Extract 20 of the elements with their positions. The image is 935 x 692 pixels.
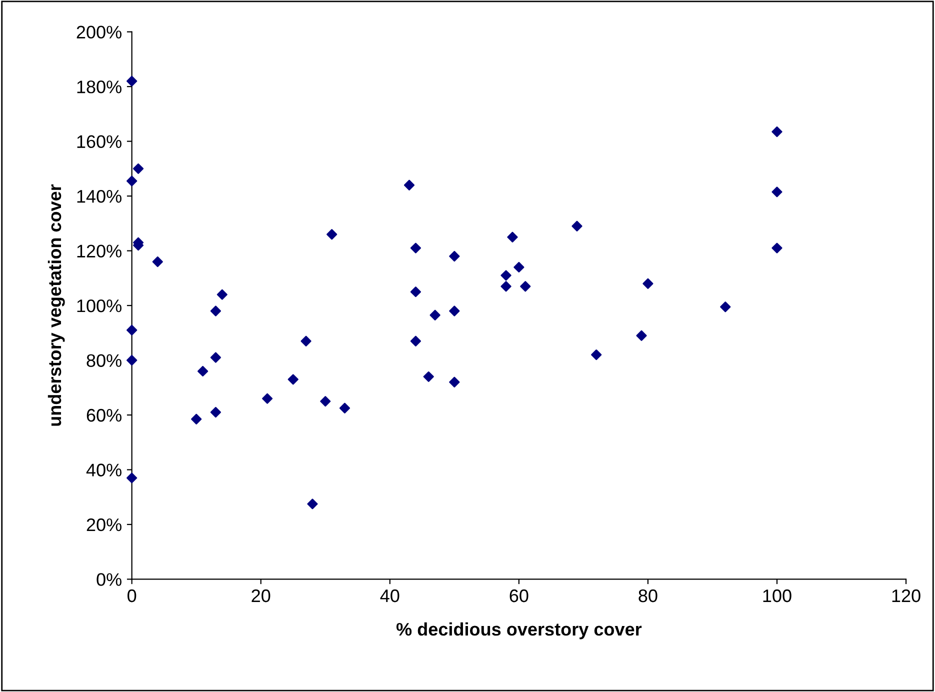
y-tick-label: 60% — [86, 408, 122, 422]
y-tick-label: 100% — [77, 299, 122, 312]
x-tick-label: 80 — [638, 589, 658, 602]
x-axis-title: % decidious overstory cover — [396, 622, 642, 640]
x-tick-label: 0 — [128, 589, 136, 602]
y-tick-label: 140% — [77, 190, 122, 203]
y-tick-label: 20% — [86, 518, 122, 532]
x-tick-label: 40 — [380, 589, 400, 602]
y-tick-label: 200% — [76, 26, 122, 39]
y-tick-label: 0% — [96, 573, 122, 586]
y-axis-title: understory vegetation cover — [48, 184, 65, 426]
y-tick-label: 40% — [86, 464, 122, 476]
x-tick-label: 120 — [892, 589, 920, 602]
y-tick-label: 120% — [77, 244, 122, 258]
y-tick-label: 80% — [86, 354, 122, 367]
x-tick-label: 60 — [510, 589, 528, 602]
y-tick-label: 160% — [77, 135, 122, 148]
x-tick-label: 20 — [252, 589, 270, 602]
y-tick-label: 180% — [77, 80, 122, 94]
x-tick-label: 100 — [763, 589, 792, 602]
